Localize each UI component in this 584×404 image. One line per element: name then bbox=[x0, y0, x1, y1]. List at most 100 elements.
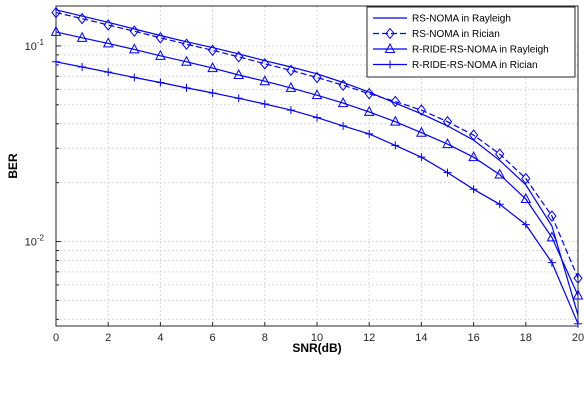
triangle-marker bbox=[337, 97, 349, 108]
legend-label: R-RIDE-RS-NOMA in Rician bbox=[412, 60, 538, 71]
plus-marker bbox=[391, 141, 400, 150]
triangle-marker bbox=[468, 151, 479, 162]
plus-marker bbox=[547, 258, 556, 267]
triangle-marker bbox=[363, 105, 375, 116]
x-tick-label: 14 bbox=[415, 332, 427, 344]
diamond-marker bbox=[234, 50, 244, 63]
plus-marker bbox=[208, 88, 217, 97]
plus-marker bbox=[286, 106, 295, 115]
legend-label: RS-NOMA in Rayleigh bbox=[412, 14, 511, 25]
series-line bbox=[55, 31, 579, 296]
plus-marker bbox=[443, 168, 452, 177]
triangle-marker bbox=[572, 289, 584, 300]
legend-entry: RS-NOMA in Rayleigh bbox=[373, 14, 511, 25]
x-tick-label: 20 bbox=[572, 332, 584, 344]
legend-box bbox=[366, 6, 576, 78]
plus-marker bbox=[365, 129, 374, 138]
plus-marker bbox=[495, 200, 504, 209]
diamond-marker bbox=[416, 104, 427, 116]
x-tick-label: 2 bbox=[105, 332, 111, 344]
series-4 bbox=[52, 57, 582, 328]
y-tick-label: 10-2 bbox=[25, 234, 45, 249]
x-tick-label: 10 bbox=[311, 332, 323, 344]
x-tick-label: 18 bbox=[520, 332, 532, 344]
triangle-marker bbox=[389, 115, 401, 126]
triangle-marker bbox=[384, 42, 396, 53]
triangle-marker bbox=[285, 81, 297, 92]
triangle-marker bbox=[259, 75, 271, 86]
diamond-marker bbox=[495, 148, 505, 160]
diamond-marker bbox=[573, 272, 583, 284]
diamond-marker bbox=[312, 71, 322, 84]
plus-marker bbox=[339, 121, 348, 130]
triangle-marker bbox=[128, 43, 140, 54]
triangle-marker bbox=[546, 231, 558, 242]
x-tick-label: 4 bbox=[157, 332, 163, 344]
plus-marker bbox=[417, 153, 426, 162]
diamond-marker bbox=[390, 95, 400, 108]
series-3 bbox=[50, 25, 584, 300]
y-tick-base: 10 bbox=[25, 41, 37, 53]
diamond-marker bbox=[547, 210, 557, 222]
triangle-marker bbox=[155, 49, 166, 60]
triangle-marker bbox=[416, 126, 427, 137]
plus-marker bbox=[104, 68, 113, 77]
legend-entry: R-RIDE-RS-NOMA in Rayleigh bbox=[373, 42, 549, 56]
y-tick-label: 10-1 bbox=[25, 38, 45, 53]
diamond-marker bbox=[103, 19, 113, 31]
triangle-marker bbox=[311, 89, 323, 100]
diamond-marker bbox=[338, 79, 348, 91]
triangle-marker bbox=[181, 55, 192, 66]
plus-marker bbox=[574, 319, 582, 328]
legend-label: RS-NOMA in Rician bbox=[412, 29, 500, 40]
series-line bbox=[55, 9, 579, 316]
plus-marker bbox=[156, 78, 165, 87]
y-tick-base: 10 bbox=[25, 237, 37, 249]
triangle-marker bbox=[233, 68, 245, 80]
plus-marker bbox=[78, 63, 87, 72]
triangle-marker bbox=[50, 25, 62, 36]
diamond-marker bbox=[77, 12, 87, 25]
x-tick-label: 8 bbox=[262, 332, 268, 344]
plus-marker bbox=[130, 73, 139, 82]
diamond-marker bbox=[129, 25, 139, 37]
triangle-marker bbox=[207, 62, 218, 73]
legend-label: R-RIDE-RS-NOMA in Rayleigh bbox=[412, 45, 549, 56]
triangle-marker bbox=[520, 192, 532, 203]
y-axis-label: BER bbox=[6, 153, 20, 179]
legend: RS-NOMA in Rayleigh RS-NOMA in Rician R-RI… bbox=[366, 6, 576, 78]
x-axis-label: SNR(dB) bbox=[292, 341, 341, 355]
y-tick-exponent: -1 bbox=[37, 38, 45, 47]
plus-marker bbox=[234, 94, 243, 103]
diamond-marker bbox=[286, 64, 296, 77]
plus-marker bbox=[313, 113, 321, 122]
plus-marker bbox=[521, 220, 530, 229]
diamond-marker bbox=[207, 44, 218, 57]
diamond-marker bbox=[468, 129, 479, 141]
triangle-marker bbox=[442, 137, 453, 149]
diamond-marker bbox=[521, 172, 531, 185]
diamond-marker bbox=[442, 115, 453, 128]
plus-marker bbox=[260, 99, 269, 108]
diamond-marker bbox=[364, 87, 374, 100]
diamond-marker bbox=[155, 32, 166, 44]
plus-marker bbox=[469, 185, 478, 194]
x-tick-label: 16 bbox=[467, 332, 479, 344]
triangle-marker bbox=[76, 31, 88, 42]
diamond-marker bbox=[385, 27, 395, 40]
x-tick-label: 6 bbox=[210, 332, 216, 344]
series-1 bbox=[55, 9, 579, 316]
diamond-marker bbox=[181, 38, 192, 51]
x-tick-label: 0 bbox=[53, 332, 59, 344]
legend-entry: R-RIDE-RS-NOMA in Rician bbox=[373, 60, 538, 71]
x-tick-label: 12 bbox=[363, 332, 375, 344]
y-tick-exponent: -2 bbox=[37, 234, 45, 243]
series-2 bbox=[51, 6, 583, 284]
legend-entry: RS-NOMA in Rician bbox=[373, 27, 500, 40]
diamond-marker bbox=[260, 58, 270, 70]
plus-marker bbox=[182, 83, 191, 92]
plus-marker bbox=[386, 60, 394, 69]
diamond-marker bbox=[51, 6, 61, 19]
